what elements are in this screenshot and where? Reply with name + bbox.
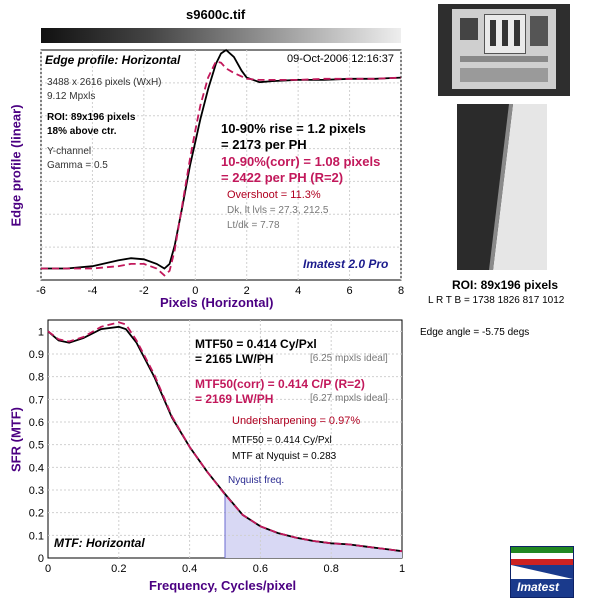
mtf-ytick-label: 0 [38,553,44,565]
edge-plot-area: -6 -4 -2 0 2 4 6 8 Edge profile: Horizontal 09-… [36,48,404,297]
mtf-ytick-label: 1 [38,326,44,338]
mtf-xtick-label: 0.6 [253,563,268,575]
mtf-panel-title: MTF: Horizontal [54,536,145,550]
mtf-ytick-label: 0.9 [29,349,44,361]
brand-label: Imatest 2.0 Pro [303,257,389,271]
overshoot: Overshoot = 11.3% [227,189,321,201]
roi-coords: L R T B = 1738 1826 817 1012 [428,295,565,306]
roi-line-1: ROI: 89x196 pixels [47,112,136,123]
nyquist-label: Nyquist freq. [228,475,285,486]
edge-xtick-label: 6 [347,285,353,297]
edge-timestamp: 09-Oct-2006 12:16:37 [287,53,395,65]
mtf-ytick-label: 0.4 [29,462,44,474]
dk-line-1: Dk, lt lvls = 27.3, 212.5 [227,205,329,216]
roi-crop-image [457,104,547,270]
file-title: s9600c.tif [186,7,246,22]
edge-ylabel: Edge profile (linear) [8,104,24,227]
ideal-note-1: [6.25 mpxls ideal] [310,353,388,364]
edge-xtick-label: 2 [244,285,250,297]
rise-corr-line-2: = 2422 per PH (R=2) [221,170,344,185]
edge-series-magenta [41,60,402,277]
mtf-ytick-label: 0.2 [29,508,44,520]
mtf-xtick-label: 1 [399,563,405,575]
mtf50-corr-line-1: MTF50(corr) = 0.414 C/P (R=2) [195,377,365,391]
edge-xtick-label: 8 [398,285,404,297]
undersharpening: Undersharpening = 0.97% [232,415,361,427]
test-chart-thumbnail [438,4,570,96]
edge-xtick-label: -2 [139,285,149,297]
rise-line-1: 10-90% rise = 1.2 pixels [221,121,366,136]
edge-xlabel: Pixels (Horizontal) [160,295,274,310]
edge-angle: Edge angle = -5.75 degs [420,327,530,338]
mtf-series-magenta [47,321,403,553]
nyquist-area [225,493,402,558]
mtf-ytick-label: 0.1 [29,530,44,542]
gradient-bar [41,28,401,43]
imatest-logo: Imatest [510,546,574,598]
edge-info-2: 9.12 Mpxls [47,91,96,102]
mtf-xlabel: Frequency, Cycles/pixel [149,578,297,593]
channel-line-2: Gamma = 0.5 [47,160,108,171]
mtf50-small: MTF50 = 0.414 Cy/Pxl [232,435,332,446]
edge-info-1: 3488 x 2616 pixels (WxH) [47,77,162,88]
rise-corr-line-1: 10-90%(corr) = 1.08 pixels [221,154,381,169]
channel-line-1: Y-channel [47,146,92,157]
roi-caption: ROI: 89x196 pixels [452,278,559,292]
mtf-ytick-label: 0.6 [29,417,44,429]
mtf50-corr-line-2: = 2169 LW/PH [195,392,274,406]
logo-text: Imatest [517,580,560,594]
mtf-ylabel: SFR (MTF) [8,407,24,472]
mtf-xtick-label: 0.2 [111,563,126,575]
edge-panel-title: Edge profile: Horizontal [45,53,181,67]
mtf-ytick-label: 0.7 [29,394,44,406]
mtf-ytick-label: 0.5 [29,440,44,452]
mtf-xtick-label: 0 [45,563,51,575]
mtf50-line-1: MTF50 = 0.414 Cy/Pxl [195,337,317,351]
edge-profile-chart: -6 -4 -2 0 2 4 6 8 [36,48,404,297]
dk-line-2: Lt/dk = 7.78 [227,220,280,231]
mtf-ytick-label: 0.8 [29,372,44,384]
edge-xtick-label: 0 [192,285,198,297]
roi-line-2: 18% above ctr. [47,126,117,137]
mtf-plot-area: 0 0.2 0.4 0.6 0.8 1 0 0.1 0.2 0.3 0.4 0.5 0.6 0.7 0.8… [29,319,405,575]
mtf-xtick-label: 0.8 [324,563,339,575]
mtf50-line-2: = 2165 LW/PH [195,352,274,366]
ideal-note-2: [6.27 mpxls ideal] [310,393,388,404]
edge-xtick-label: -6 [36,285,46,297]
mtf-chart: 0 0.2 0.4 0.6 0.8 1 0 0.1 0.2 0.3 0.4 0.5 0.6 0.7 0.8… [29,319,405,575]
edge-xtick-label: 4 [295,285,301,297]
mtf-xtick-label: 0.4 [182,563,197,575]
rise-line-2: = 2173 per PH [221,137,307,152]
edge-xtick-label: -4 [88,285,98,297]
mtf-nyquist: MTF at Nyquist = 0.283 [232,451,337,462]
mtf-ytick-label: 0.3 [29,485,44,497]
